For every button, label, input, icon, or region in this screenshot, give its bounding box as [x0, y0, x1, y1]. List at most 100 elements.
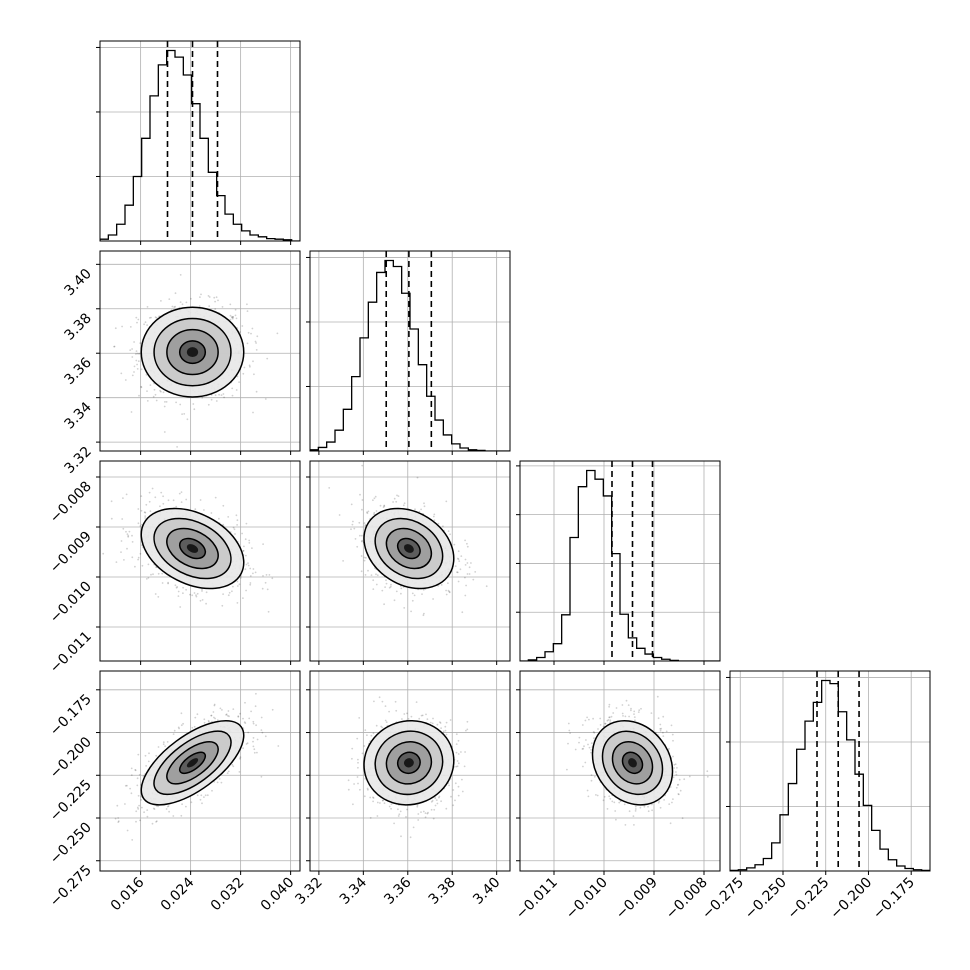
sample-point: [201, 590, 203, 592]
sample-point: [239, 712, 242, 715]
sample-point: [127, 535, 130, 538]
sample-point: [457, 739, 460, 742]
sample-point: [152, 395, 155, 398]
sample-point: [141, 564, 144, 567]
sample-point: [381, 726, 384, 729]
sample-point: [354, 538, 357, 540]
sample-point: [361, 464, 364, 467]
sample-point: [436, 802, 439, 805]
histogram-panel-1: [306, 250, 511, 455]
sample-point: [242, 549, 245, 552]
sample-point: [237, 715, 240, 718]
sample-point: [457, 785, 460, 788]
sample-point: [253, 751, 256, 754]
sample-point: [126, 784, 128, 787]
sample-point: [256, 738, 259, 741]
sample-point: [131, 534, 133, 537]
sample-point: [220, 394, 223, 396]
sample-point: [172, 815, 175, 817]
contour-line: [153, 517, 232, 580]
sample-point: [236, 585, 239, 587]
sample-point: [470, 562, 472, 564]
sample-point: [148, 491, 151, 494]
sample-point: [174, 292, 177, 295]
sample-point: [180, 712, 183, 715]
sample-point: [229, 314, 232, 317]
sample-point: [395, 709, 398, 712]
sample-point: [110, 500, 113, 503]
sample-point: [120, 551, 122, 553]
sample-point: [200, 794, 203, 797]
sample-point: [610, 715, 613, 718]
sample-point: [248, 542, 251, 544]
sample-point: [174, 305, 177, 308]
sample-point: [249, 582, 252, 584]
sample-point: [231, 763, 234, 766]
sample-point: [208, 296, 211, 298]
contour-line: [363, 720, 455, 806]
sample-point: [574, 748, 577, 751]
sample-point: [254, 705, 257, 708]
sample-point: [179, 301, 182, 303]
sample-point: [426, 812, 429, 815]
sample-point: [450, 795, 452, 798]
sample-point: [120, 372, 123, 375]
sample-point: [155, 754, 158, 757]
sample-point: [385, 721, 388, 723]
sample-point: [358, 521, 361, 524]
sample-point: [234, 314, 237, 317]
sample-point: [350, 528, 352, 531]
sample-point: [189, 593, 191, 596]
sample-point: [417, 813, 420, 815]
sample-point: [225, 713, 228, 716]
contour-line: [396, 537, 421, 560]
sample-point: [246, 310, 249, 312]
sample-point: [146, 390, 148, 392]
sample-point: [180, 814, 183, 817]
sample-point: [139, 525, 142, 527]
sample-point: [150, 316, 152, 319]
sample-point: [264, 581, 267, 584]
sample-point: [145, 578, 148, 580]
sample-point: [249, 567, 252, 570]
sample-point: [457, 753, 460, 755]
contour-line: [166, 328, 219, 376]
sample-point: [434, 804, 437, 807]
sample-point: [201, 396, 204, 399]
sample-point: [442, 730, 445, 733]
sample-point: [351, 747, 354, 750]
sample-point: [148, 752, 150, 755]
axes-frame: [519, 460, 721, 662]
sample-point: [232, 316, 235, 319]
contour-line: [385, 741, 433, 785]
sample-point: [255, 342, 257, 344]
sample-point: [126, 547, 128, 550]
sample-point: [167, 499, 170, 502]
sample-point: [125, 493, 128, 496]
axes-frame: [309, 250, 511, 452]
sample-point: [136, 806, 139, 809]
sample-point: [578, 736, 581, 739]
sample-point: [372, 796, 374, 799]
sample-point: [328, 487, 331, 489]
sample-point: [138, 804, 141, 807]
sample-point: [347, 779, 350, 782]
sample-point: [231, 317, 234, 320]
histogram-step-line: [100, 49, 300, 241]
sample-point: [454, 799, 456, 802]
sample-point: [207, 719, 210, 722]
sample-point: [160, 491, 163, 494]
density-band: [403, 758, 414, 768]
sample-point: [167, 582, 170, 585]
sample-point: [448, 590, 451, 593]
contour-line: [140, 306, 245, 398]
density-band: [186, 758, 199, 768]
histogram-step-line: [520, 469, 720, 661]
sample-point: [167, 805, 170, 807]
sample-point: [236, 375, 239, 378]
sample-point: [253, 748, 256, 751]
sample-point: [137, 522, 140, 525]
sample-point: [122, 527, 125, 530]
axes-frame: [99, 460, 301, 662]
sample-point: [420, 811, 422, 813]
